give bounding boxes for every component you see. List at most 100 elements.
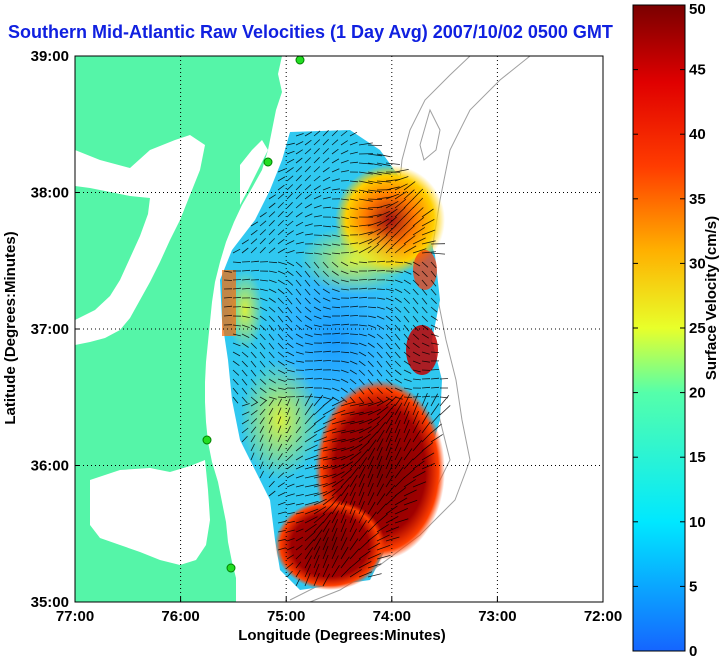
- velocity-arrow: [277, 416, 282, 425]
- velocity-arrow: [385, 333, 392, 341]
- velocity-arrow: [376, 288, 386, 290]
- velocity-arrow: [331, 429, 346, 434]
- velocity-arrow: [322, 396, 335, 407]
- velocity-arrow: [322, 252, 331, 255]
- velocity-arrow: [223, 297, 233, 299]
- velocity-arrow: [331, 502, 341, 515]
- velocity-arrow: [367, 563, 382, 569]
- velocity-arrow: [421, 386, 431, 389]
- velocity-arrow: [268, 434, 273, 443]
- velocity-arrow: [268, 194, 276, 200]
- velocity-arrow: [277, 279, 286, 285]
- velocity-arrow: [286, 230, 294, 236]
- velocity-arrow: [304, 423, 316, 434]
- velocity-arrow: [349, 151, 358, 155]
- velocity-arrow: [286, 202, 293, 209]
- velocity-arrow: [295, 261, 303, 268]
- velocity-arrow: [340, 378, 349, 383]
- chart-title: Southern Mid-Atlantic Raw Velocities (1 …: [8, 22, 613, 42]
- velocity-arrow: [313, 436, 328, 443]
- velocity-arrow: [295, 279, 302, 287]
- velocity-arrow: [340, 279, 349, 283]
- velocity-arrow: [286, 297, 293, 305]
- velocity-arrow: [295, 484, 304, 488]
- velocity-arrow: [367, 431, 378, 443]
- velocity-arrow: [358, 207, 373, 210]
- velocity-arrow: [430, 413, 441, 425]
- velocity-arrow: [313, 563, 320, 578]
- velocity-arrow: [403, 261, 412, 265]
- velocity-arrow: [349, 216, 358, 219]
- velocity-arrow: [376, 438, 384, 452]
- grid-lines: [75, 56, 603, 602]
- velocity-arrow: [241, 288, 251, 290]
- velocity-arrow: [322, 297, 331, 302]
- velocity-arrow: [358, 324, 367, 327]
- velocity-arrow: [259, 443, 264, 452]
- velocity-arrow: [313, 279, 320, 287]
- velocity-arrow: [421, 402, 429, 416]
- velocity-arrow: [295, 288, 302, 296]
- velocity-arrow: [439, 394, 450, 407]
- velocity-arrow: [304, 531, 316, 542]
- velocity-arrow: [403, 401, 410, 416]
- velocity-arrow: [430, 333, 439, 337]
- velocity-arrow: [340, 556, 350, 569]
- colorbar-tick-label: 20: [689, 385, 706, 402]
- velocity-arrow: [295, 395, 305, 398]
- velocity-arrow: [376, 534, 390, 542]
- velocity-arrow: [304, 386, 314, 389]
- velocity-arrow: [277, 168, 286, 173]
- velocity-arrow: [286, 360, 295, 365]
- velocity-arrow: [430, 386, 440, 389]
- velocity-arrow: [277, 360, 285, 366]
- velocity-arrow: [385, 351, 392, 359]
- velocity-arrow: [313, 166, 321, 173]
- velocity-arrow: [304, 223, 313, 227]
- velocity-arrow: [313, 359, 323, 362]
- velocity-arrow: [268, 378, 277, 384]
- velocity-arrow: [295, 455, 304, 461]
- colorbar-tick-label: 15: [689, 449, 706, 466]
- velocity-arrow: [331, 225, 340, 228]
- velocity-arrow: [367, 144, 383, 146]
- velocity-arrow: [277, 398, 282, 407]
- velocity-arrow: [340, 288, 349, 291]
- colorbar-tick-label: 10: [689, 514, 706, 531]
- velocity-arrow: [367, 423, 380, 434]
- velocity-arrow: [277, 443, 283, 452]
- velocity-arrow: [286, 351, 295, 357]
- velocity-arrow: [313, 446, 328, 452]
- barrier-water: [240, 140, 268, 205]
- velocity-arrow: [241, 369, 248, 377]
- velocity-arrow: [394, 419, 401, 434]
- x-tick-label: 76:00: [161, 608, 199, 625]
- velocity-arrow: [340, 501, 348, 515]
- velocity-arrow: [385, 437, 392, 452]
- velocity-arrow: [421, 270, 428, 278]
- velocity-arrow: [331, 564, 340, 578]
- velocity-arrow: [367, 401, 382, 407]
- velocity-arrow: [277, 211, 284, 218]
- velocity-arrow: [295, 544, 303, 551]
- velocity-arrow: [376, 153, 391, 158]
- velocity-arrow: [403, 351, 411, 358]
- velocity-arrow: [286, 175, 294, 182]
- velocity-arrow: [376, 218, 390, 227]
- velocity-arrow: [358, 540, 370, 551]
- velocity-arrow: [394, 288, 403, 293]
- velocity-arrow: [403, 215, 415, 227]
- velocity-arrow: [412, 392, 419, 407]
- velocity-arrow: [430, 342, 439, 345]
- velocity-arrow: [358, 171, 373, 175]
- velocity-arrow: [367, 447, 376, 461]
- velocity-arrow: [349, 180, 359, 183]
- velocity-arrow: [331, 455, 346, 461]
- velocity-arrow: [340, 130, 348, 137]
- velocity-arrow: [268, 387, 277, 392]
- velocity-arrow: [313, 378, 323, 380]
- velocity-arrow: [376, 333, 384, 340]
- velocity-arrow: [286, 220, 294, 227]
- velocity-arrow: [358, 279, 368, 281]
- velocity-arrow: [304, 547, 314, 560]
